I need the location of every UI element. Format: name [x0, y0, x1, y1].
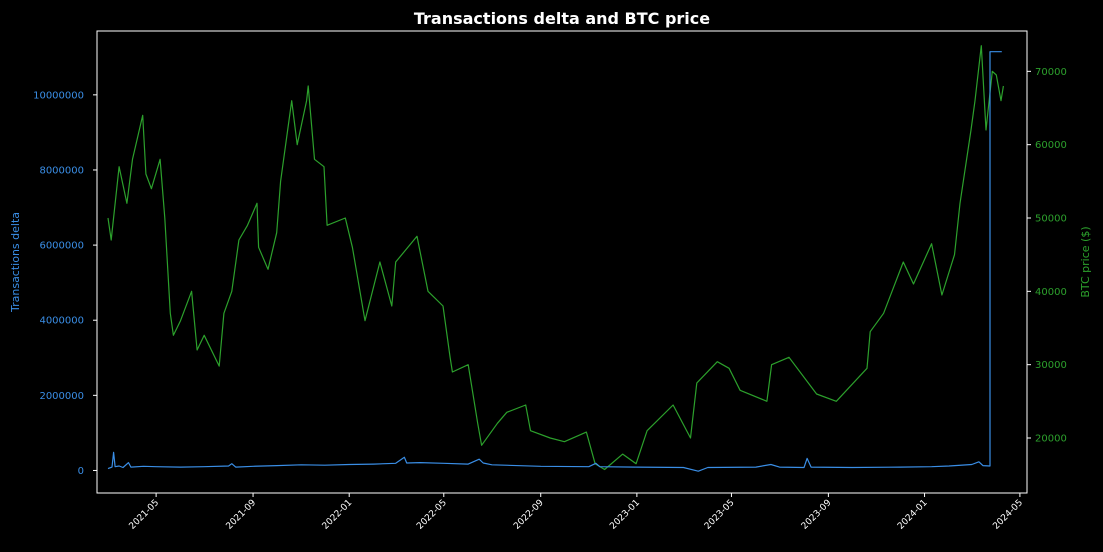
delta-series	[107, 51, 1002, 472]
y-axis-right: 20000 30000 40000 50000 60000 70000	[1027, 67, 1067, 445]
y-right-tick-label: 20000	[1035, 434, 1067, 445]
transactions-delta-line	[107, 51, 1002, 472]
y-left-tick-label: 4000000	[39, 316, 84, 327]
chart-title: Transactions delta and BTC price	[414, 9, 710, 28]
y-axis-left-label: Transactions delta	[9, 212, 22, 313]
y-right-tick-label: 40000	[1035, 287, 1067, 298]
price-series	[107, 45, 1004, 471]
btc-price-line	[107, 45, 1004, 471]
y-axis-left: 0 2000000 4000000 6000000 8000000 10000000	[33, 90, 97, 477]
y-right-tick-label: 60000	[1035, 140, 1067, 151]
y-left-tick-label: 2000000	[39, 391, 84, 402]
y-axis-right-label: BTC price ($)	[1079, 226, 1092, 297]
y-right-tick-label: 50000	[1035, 214, 1067, 225]
y-left-tick-label: 6000000	[39, 241, 84, 252]
y-left-tick-label: 10000000	[33, 90, 84, 101]
y-right-tick-label: 30000	[1035, 360, 1067, 371]
y-right-tick-label: 70000	[1035, 67, 1067, 78]
y-left-tick-label: 8000000	[39, 165, 84, 176]
plot-frame	[96, 30, 1028, 494]
y-left-tick-label: 0	[78, 466, 84, 477]
